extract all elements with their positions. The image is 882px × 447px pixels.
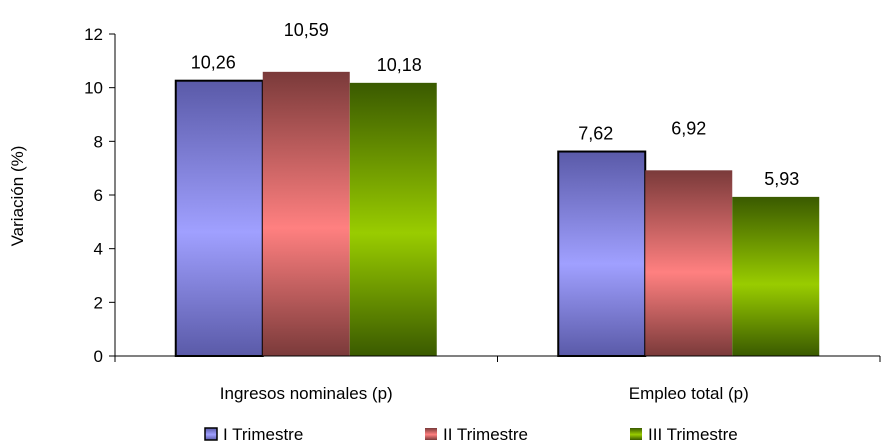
data-label: 10,26 [191,53,236,73]
y-tick-label: 10 [84,79,103,98]
bar-iii-trimestre [349,82,437,356]
x-tick-label: Ingresos nominales (p) [220,384,393,403]
legend-item: II Trimestre [425,425,528,444]
bar-iii-trimestre [732,196,820,356]
y-tick-label: 12 [84,25,103,44]
y-tick-label: 2 [94,293,103,312]
bars: 10,26 10,59 10,18 7,62 6,92 5,93 [174,20,820,357]
data-label: 10,59 [284,20,329,40]
bar-ii-trimestre [262,71,350,357]
legend-swatch [630,428,642,440]
y-tick-label: 0 [94,347,103,366]
legend-label: III Trimestre [648,425,738,444]
legend: I Trimestre II Trimestre III Trimestre [204,425,738,444]
bar-ii-trimestre [645,170,733,356]
data-label: 7,62 [578,124,613,144]
data-label: 5,93 [764,169,799,189]
legend-swatch [425,428,437,440]
y-tick-label: 4 [94,240,103,259]
legend-swatch [204,427,218,441]
y-axis-title: Variación (%) [8,146,27,247]
x-axis: Ingresos nominales (p) Empleo total (p) [114,355,881,403]
bar-i-trimestre [557,150,647,357]
legend-item: III Trimestre [630,425,738,444]
data-label: 10,18 [377,55,422,75]
legend-label: I Trimestre [223,425,303,444]
bar-i-trimestre [174,79,264,357]
data-label: 6,92 [671,118,706,138]
x-tick-label: Empleo total (p) [629,384,749,403]
legend-label: II Trimestre [443,425,528,444]
y-tick-label: 8 [94,132,103,151]
y-tick-label: 6 [94,186,103,205]
y-axis: 0 2 4 6 8 10 12 [84,25,116,366]
legend-item: I Trimestre [204,425,303,444]
